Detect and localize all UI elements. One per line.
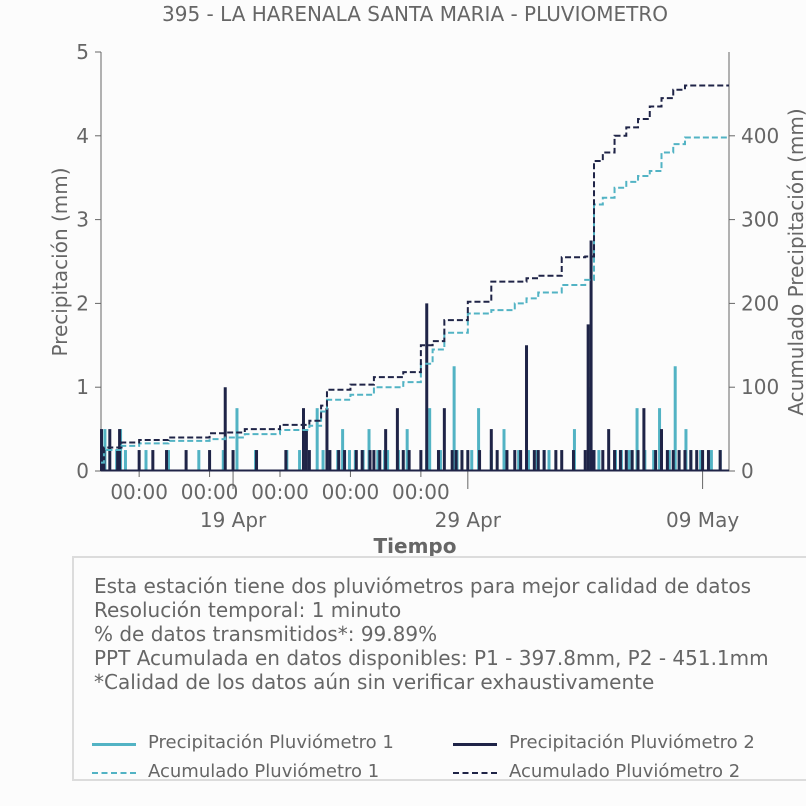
y2-tick-label: 100 [741,375,779,399]
y-tick-label: 1 [76,375,89,399]
y-axis-label: Precipitación (mm) [48,167,72,356]
y2-tick-label: 400 [741,124,779,148]
legend-swatch [92,772,136,774]
chart-title: 395 - LA HARENALA SANTA MARIA - PLUVIOME… [162,2,668,26]
cumulative-line [101,136,729,464]
y2-axis-label: Acumulado Precipitación (mm) [784,108,806,415]
precipitation-chart: 395 - LA HARENALA SANTA MARIA - PLUVIOME… [48,2,806,558]
y2-tick-label: 0 [741,459,754,483]
tick-labels: 0 1 2 3 4 5 0 100 200 300 400 00:00 00:00 00:00 00:00 0… [76,40,779,532]
x-tick-label: 00:00 [322,480,380,504]
legend-label: Acumulado Pluviómetro 2 [509,761,741,782]
info-lines: Esta estación tiene dos pluviómetros par… [94,574,769,694]
info-line: *Calidad de los datos aún sin verificar … [94,670,655,694]
x-date-label: 09 May [666,508,739,532]
x-tick-label: 00:00 [392,480,450,504]
x-date-label: 19 Apr [200,508,267,532]
info-line: % de datos transmitidos*: 99.89% [94,622,438,646]
y-tick-label: 3 [76,208,89,232]
y-tick-label: 5 [76,40,89,64]
line-marks [101,84,729,464]
y-tick-label: 4 [76,124,89,148]
legend-swatch [453,772,497,774]
info-line: PPT Acumulada en datos disponibles: P1 -… [94,646,769,670]
info-line: Resolución temporal: 1 minuto [94,598,402,622]
info-box: Esta estación tiene dos pluviómetros par… [72,556,806,782]
x-tick-label: 00:00 [251,480,309,504]
legend-label: Precipitación Pluviómetro 2 [509,732,755,753]
legend-label: Acumulado Pluviómetro 1 [148,761,380,782]
x-tick-label: 00:00 [181,480,239,504]
bar-marks [99,240,729,472]
cumulative-line [101,84,729,461]
y-tick-label: 2 [76,291,89,315]
x-date-label: 29 Apr [435,508,502,532]
legend-swatch [453,743,497,746]
legend-swatch [92,743,136,746]
legend-label: Precipitación Pluviómetro 1 [148,732,394,753]
x-axis-label: Tiempo [374,534,457,558]
info-line: Esta estación tiene dos pluviómetros par… [94,574,752,598]
y2-tick-label: 200 [741,291,779,315]
x-tick-label: 00:00 [110,480,168,504]
axes [95,51,735,489]
y-tick-label: 0 [76,459,89,483]
y2-tick-label: 300 [741,208,779,232]
